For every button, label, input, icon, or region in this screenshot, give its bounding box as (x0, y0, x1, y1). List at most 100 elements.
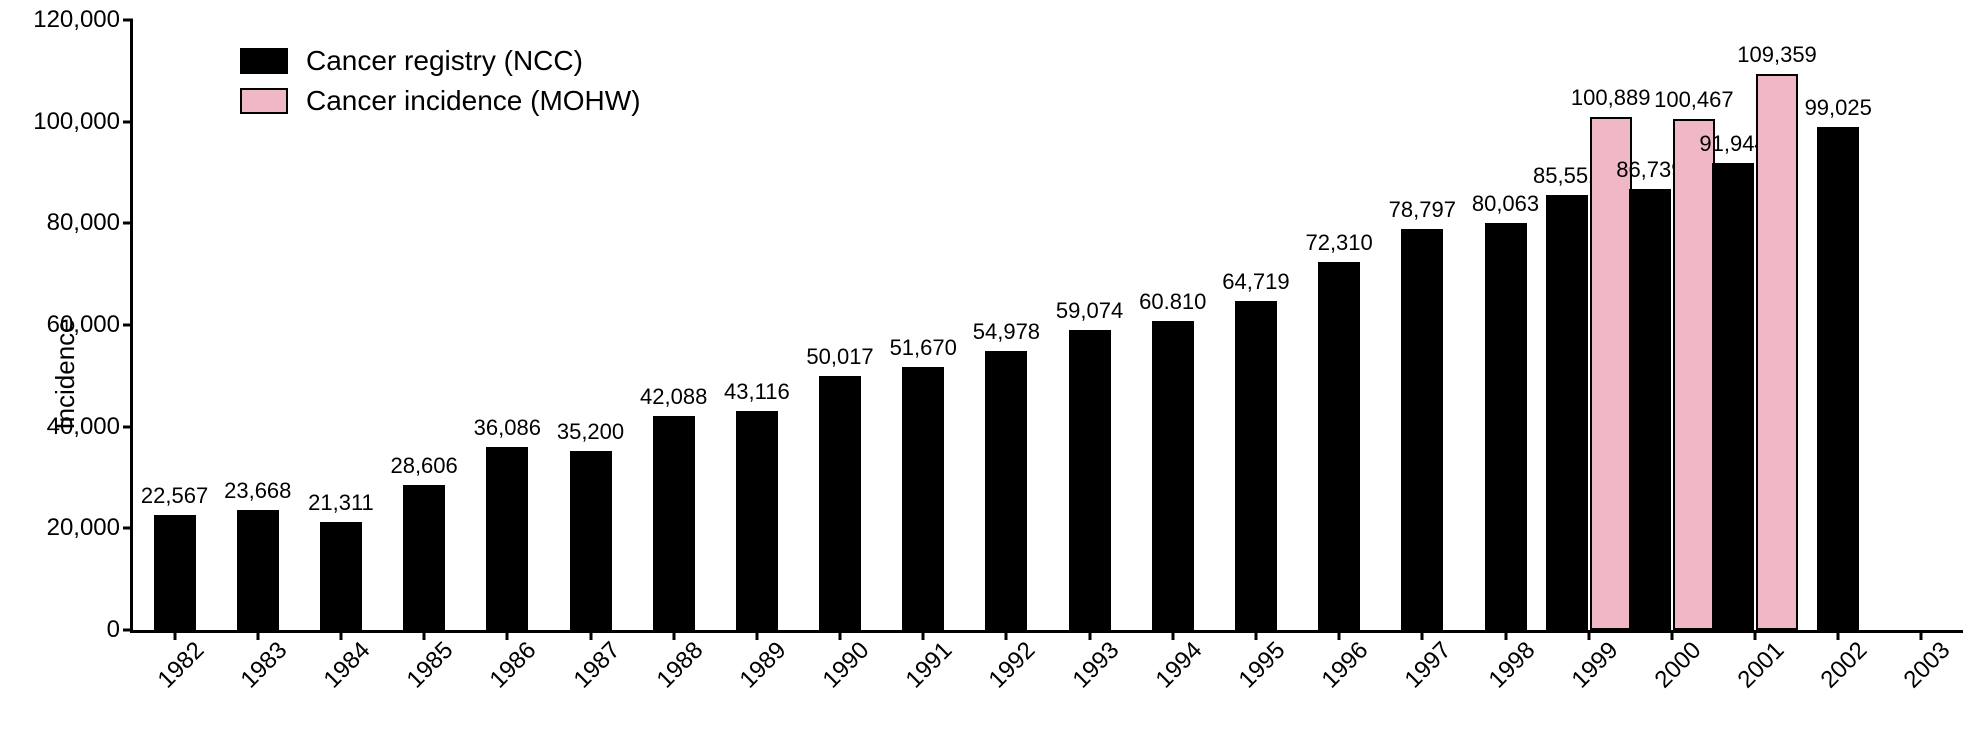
bar-ncc (736, 411, 778, 630)
x-tick-mark (1587, 630, 1590, 640)
y-tick-mark (123, 19, 133, 22)
x-tick-mark (506, 630, 509, 640)
bar-label-ncc: 42,088 (640, 384, 707, 410)
y-tick-mark (123, 629, 133, 632)
y-tick-label: 120,000 (10, 6, 120, 34)
bar-label-ncc: 50,017 (806, 344, 873, 370)
bar-ncc (819, 376, 861, 630)
x-tick-mark (1670, 630, 1673, 640)
x-tick-mark (922, 630, 925, 640)
x-tick-mark (1421, 630, 1424, 640)
x-tick-label: 1993 (1067, 637, 1125, 695)
bar-ncc (1235, 301, 1277, 630)
bar-label-ncc: 99,025 (1805, 95, 1872, 121)
bar-ncc (237, 510, 279, 630)
x-tick-mark (1754, 630, 1757, 640)
x-tick-mark (1088, 630, 1091, 640)
bar-ncc (154, 515, 196, 630)
bar-label-ncc: 51,670 (890, 335, 957, 361)
bar-ncc (1401, 229, 1443, 630)
x-tick-mark (1920, 630, 1923, 640)
bar-ncc (1485, 223, 1527, 630)
bar-label-ncc: 72,310 (1305, 230, 1372, 256)
bar-ncc (1069, 330, 1111, 630)
x-tick-label: 2001 (1733, 637, 1791, 695)
bar-ncc (985, 351, 1027, 630)
bar-label-ncc: 78,797 (1389, 197, 1456, 223)
y-tick-label: 20,000 (10, 514, 120, 542)
bar-label-ncc: 28,606 (390, 453, 457, 479)
y-tick-label: 0 (10, 616, 120, 644)
legend-item-ncc: Cancer registry (NCC) (240, 45, 641, 77)
x-tick-label: 1982 (152, 637, 210, 695)
legend-swatch-mohw (240, 88, 288, 114)
x-tick-mark (173, 630, 176, 640)
bar-ncc (1817, 127, 1859, 630)
bar-ncc (486, 447, 528, 630)
bar-ncc (1629, 189, 1671, 630)
bar-ncc (653, 416, 695, 630)
bar-label-ncc: 22,567 (141, 483, 208, 509)
x-tick-label: 1983 (235, 637, 293, 695)
x-tick-label: 1985 (402, 637, 460, 695)
bar-label-ncc: 80,063 (1472, 191, 1539, 217)
x-tick-mark (1254, 630, 1257, 640)
bar-ncc (1318, 262, 1360, 630)
x-tick-label: 1988 (651, 637, 709, 695)
x-tick-label: 1998 (1483, 637, 1541, 695)
bar-label-ncc: 60.810 (1139, 289, 1206, 315)
x-tick-label: 1997 (1400, 637, 1458, 695)
bar-label-ncc: 43,116 (724, 379, 790, 405)
x-tick-mark (1837, 630, 1840, 640)
y-tick-mark (123, 425, 133, 428)
x-tick-label: 2003 (1899, 637, 1957, 695)
bar-ncc (1712, 163, 1754, 630)
bar-label-ncc: 21,311 (308, 490, 374, 516)
bar-ncc (902, 367, 944, 630)
x-tick-label: 1986 (485, 637, 543, 695)
x-tick-mark (1338, 630, 1341, 640)
legend-label-ncc: Cancer registry (NCC) (306, 45, 583, 77)
y-tick-mark (123, 222, 133, 225)
bar-ncc (1546, 195, 1588, 630)
y-tick-label: 80,000 (10, 209, 120, 237)
x-tick-mark (589, 630, 592, 640)
x-tick-mark (839, 630, 842, 640)
x-tick-label: 1991 (901, 637, 959, 695)
bar-mohw (1673, 119, 1715, 630)
x-tick-mark (339, 630, 342, 640)
x-tick-label: 1990 (818, 637, 876, 695)
x-tick-mark (672, 630, 675, 640)
x-tick-label: 1999 (1566, 637, 1624, 695)
bar-label-ncc: 64,719 (1222, 269, 1289, 295)
x-tick-label: 1994 (1150, 637, 1208, 695)
bar-label-ncc: 59,074 (1056, 298, 1123, 324)
bar-label-ncc: 23,668 (224, 478, 291, 504)
bar-label-ncc: 35,200 (557, 419, 624, 445)
x-tick-label: 1996 (1317, 637, 1375, 695)
x-tick-mark (423, 630, 426, 640)
x-tick-label: 1989 (734, 637, 792, 695)
y-tick-mark (123, 324, 133, 327)
bar-label-ncc: 54,978 (973, 319, 1040, 345)
incidence-bar-chart: Incidence 22,56723,66821,31128,60636,086… (0, 0, 1988, 748)
bar-ncc (403, 485, 445, 630)
bar-label-mohw: 109,359 (1737, 42, 1817, 68)
x-tick-mark (1504, 630, 1507, 640)
bar-mohw (1590, 117, 1632, 630)
y-tick-mark (123, 527, 133, 530)
legend-label-mohw: Cancer incidence (MOHW) (306, 85, 641, 117)
legend-item-mohw: Cancer incidence (MOHW) (240, 85, 641, 117)
x-tick-label: 1992 (984, 637, 1042, 695)
y-tick-label: 60,000 (10, 311, 120, 339)
bar-ncc (320, 522, 362, 630)
x-tick-label: 2000 (1649, 637, 1707, 695)
x-tick-label: 1987 (568, 637, 626, 695)
y-tick-mark (123, 120, 133, 123)
x-tick-label: 1984 (318, 637, 376, 695)
x-tick-mark (1005, 630, 1008, 640)
x-tick-mark (1171, 630, 1174, 640)
bar-label-mohw: 100,889 (1571, 85, 1651, 111)
y-tick-label: 100,000 (10, 108, 120, 136)
bar-ncc (1152, 321, 1194, 630)
